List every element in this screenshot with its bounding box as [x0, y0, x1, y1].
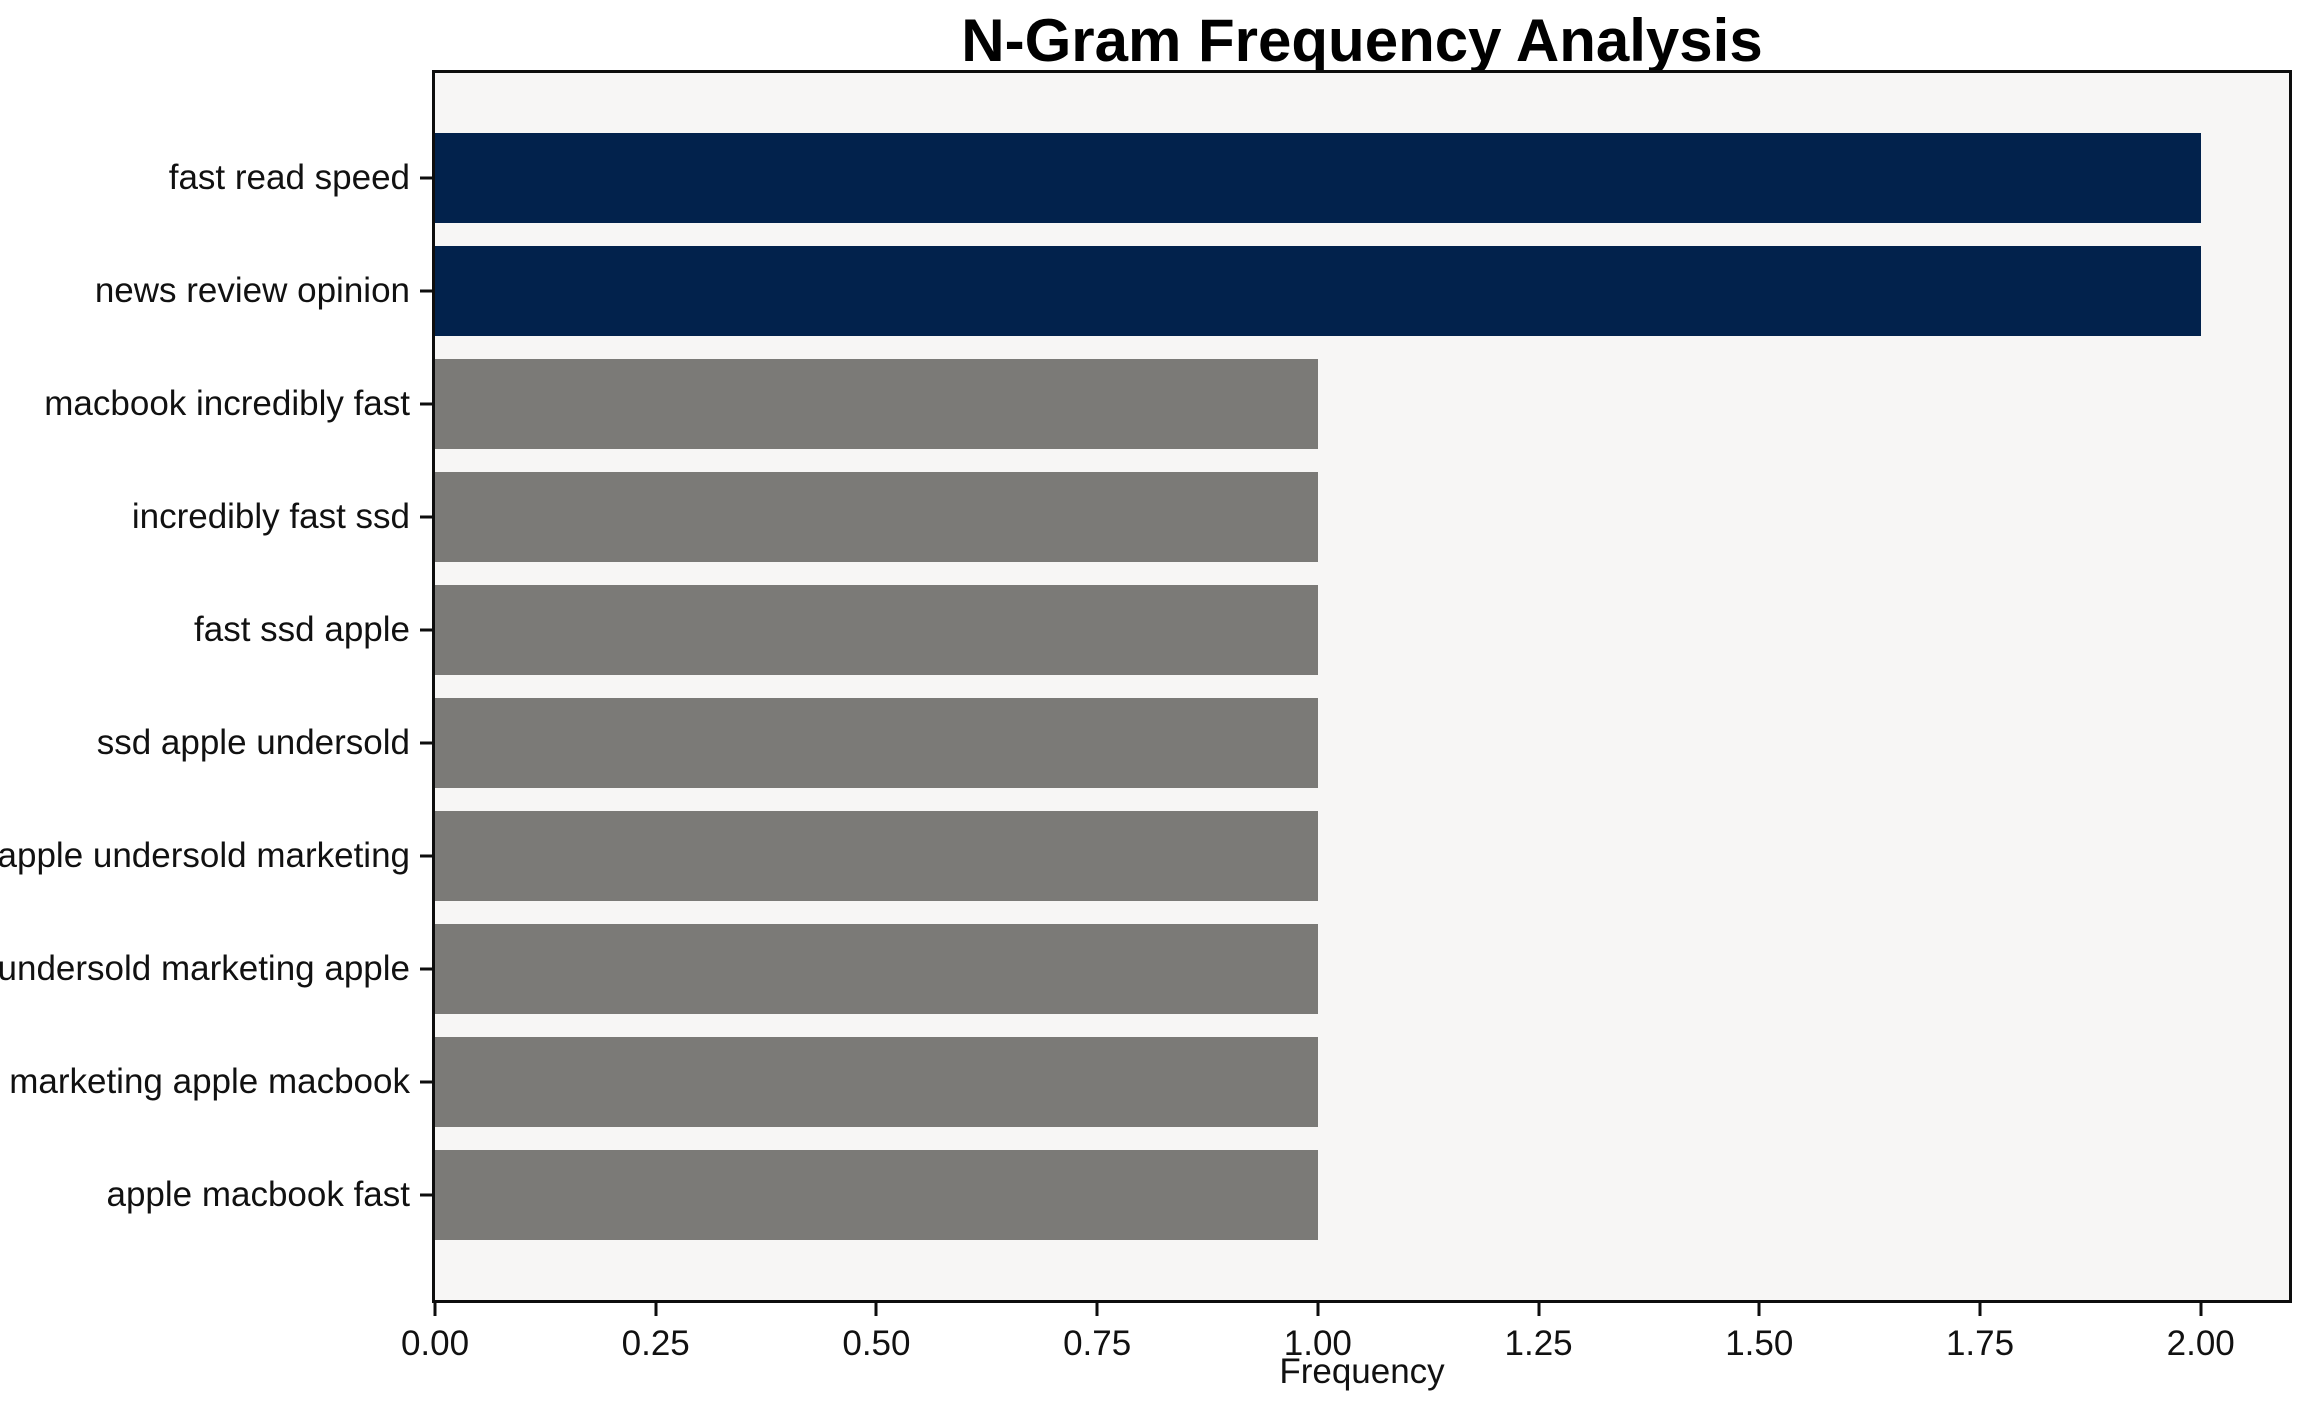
- x-tick-mark: [433, 1303, 437, 1316]
- bar-row: macbook incredibly fast: [44, 359, 2289, 449]
- bar-row: incredibly fast ssd: [132, 472, 2289, 562]
- y-tick-label: apple undersold marketing: [0, 836, 410, 875]
- x-tick-mark: [1757, 1303, 1761, 1316]
- y-tick-mark: [420, 628, 432, 632]
- y-tick-mark: [420, 515, 432, 519]
- x-tick-label: 2.00: [2166, 1324, 2235, 1363]
- x-axis-label: Frequency: [1279, 1352, 1445, 1391]
- bar-row: news review opinion: [95, 246, 2289, 336]
- bar-row: undersold marketing apple: [0, 924, 2289, 1014]
- y-tick-label: fast read speed: [168, 158, 410, 197]
- x-tick-label: 0.25: [621, 1324, 690, 1363]
- bar: [435, 585, 1318, 675]
- bar: [435, 698, 1318, 788]
- bar: [435, 246, 2201, 336]
- x-tick-label: 0.75: [1063, 1324, 1132, 1363]
- x-tick-label: 1.75: [1945, 1324, 2015, 1363]
- x-tick-label: 1.50: [1725, 1324, 1794, 1363]
- chart-title: N-Gram Frequency Analysis: [961, 7, 1763, 74]
- y-tick-mark: [420, 741, 432, 745]
- x-tick-mark: [1316, 1303, 1320, 1316]
- x-tick-mark: [1537, 1303, 1541, 1316]
- bar-row: apple undersold marketing: [0, 811, 2289, 901]
- y-tick-label: news review opinion: [94, 271, 410, 310]
- x-tick-mark: [874, 1303, 878, 1316]
- bars-container: fast read speed news review opinion macboo…: [0, 73, 2289, 1300]
- y-tick-mark: [420, 176, 432, 180]
- y-tick-mark: [420, 1080, 432, 1084]
- y-tick-label: apple macbook fast: [106, 1175, 410, 1214]
- bar-row: marketing apple macbook: [9, 1037, 2289, 1127]
- bar-row: fast read speed: [169, 133, 2289, 223]
- y-tick-mark: [420, 854, 432, 858]
- y-tick-mark: [420, 402, 432, 406]
- bar: [435, 359, 1318, 449]
- x-tick-label: 0.50: [842, 1324, 911, 1363]
- bar-row: fast ssd apple: [194, 585, 2289, 675]
- bar: [435, 1037, 1318, 1127]
- bar: [435, 1150, 1318, 1240]
- y-tick-mark: [420, 967, 432, 971]
- bar-row: ssd apple undersold: [97, 698, 2289, 788]
- bar: [435, 924, 1318, 1014]
- y-tick-label: ssd apple undersold: [96, 723, 410, 762]
- x-tick-label: 0.00: [400, 1324, 470, 1363]
- x-tick-label: 1.25: [1504, 1324, 1573, 1363]
- x-tick-mark: [654, 1303, 658, 1316]
- x-tick-mark: [1095, 1303, 1099, 1316]
- plot-area: fast read speed news review opinion macboo…: [0, 70, 2292, 1363]
- x-tick-label: 1.00: [1283, 1324, 1352, 1363]
- bar: [435, 472, 1318, 562]
- bar-row: apple macbook fast: [106, 1150, 2289, 1240]
- x-tick-mark: [1978, 1303, 1982, 1316]
- y-tick-label: marketing apple macbook: [9, 1062, 410, 1101]
- y-tick-label: macbook incredibly fast: [44, 384, 410, 423]
- y-tick-label: undersold marketing apple: [0, 949, 410, 988]
- y-tick-label: fast ssd apple: [194, 610, 410, 649]
- bar: [435, 811, 1318, 901]
- y-tick-mark: [420, 1193, 432, 1197]
- y-tick-label: incredibly fast ssd: [131, 497, 410, 536]
- bar: [435, 133, 2201, 223]
- y-tick-mark: [420, 289, 432, 293]
- x-tick-mark: [2199, 1303, 2203, 1316]
